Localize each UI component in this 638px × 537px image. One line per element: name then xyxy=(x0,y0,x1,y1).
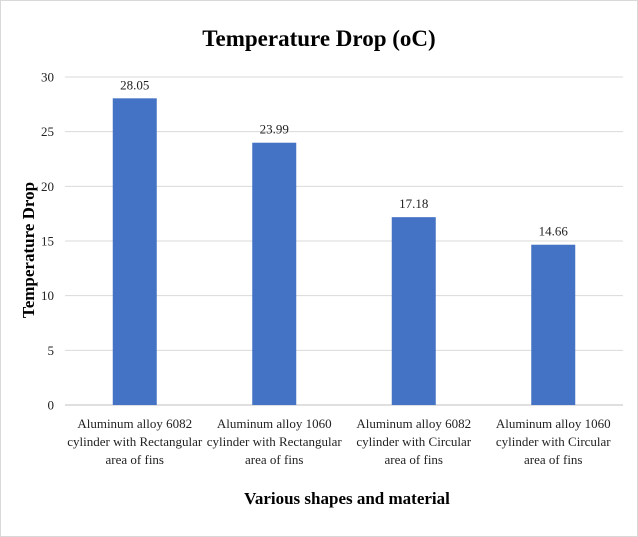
data-label: 28.05 xyxy=(120,77,149,92)
bar xyxy=(252,142,297,405)
y-tick-label: 20 xyxy=(41,179,54,194)
y-tick-label: 5 xyxy=(48,343,55,358)
chart-title: Temperature Drop (oC) xyxy=(202,26,435,51)
data-label: 23.99 xyxy=(260,122,289,137)
x-category-label: Aluminum alloy 6082 cylinder with Circula… xyxy=(356,416,471,467)
x-category-label: Aluminum alloy 1060 cylinder with Rectang… xyxy=(207,416,343,467)
y-axis-ticks: 0 5 10 15 20 25 30 xyxy=(41,70,54,413)
y-axis-title: Temperature Drop xyxy=(19,182,38,318)
y-tick-label: 10 xyxy=(41,288,54,303)
bars xyxy=(112,98,576,405)
x-axis-categories: Aluminum alloy 6082 cylinder with Rectang… xyxy=(67,416,611,467)
data-label: 14.66 xyxy=(539,224,569,239)
bar xyxy=(112,98,157,405)
x-category-label: Aluminum alloy 1060 cylinder with Circula… xyxy=(496,416,611,467)
x-category-label: Aluminum alloy 6082 cylinder with Rectang… xyxy=(67,416,203,467)
y-tick-label: 15 xyxy=(41,234,54,249)
y-tick-label: 25 xyxy=(41,124,54,139)
y-tick-label: 30 xyxy=(41,70,54,85)
bar xyxy=(531,244,576,405)
data-labels: 28.05 23.99 17.18 14.66 xyxy=(120,77,568,238)
gridlines xyxy=(65,76,623,406)
y-tick-label: 0 xyxy=(48,398,55,413)
data-label: 17.18 xyxy=(399,196,428,211)
bar xyxy=(391,217,436,405)
x-axis-title: Various shapes and material xyxy=(244,489,450,508)
